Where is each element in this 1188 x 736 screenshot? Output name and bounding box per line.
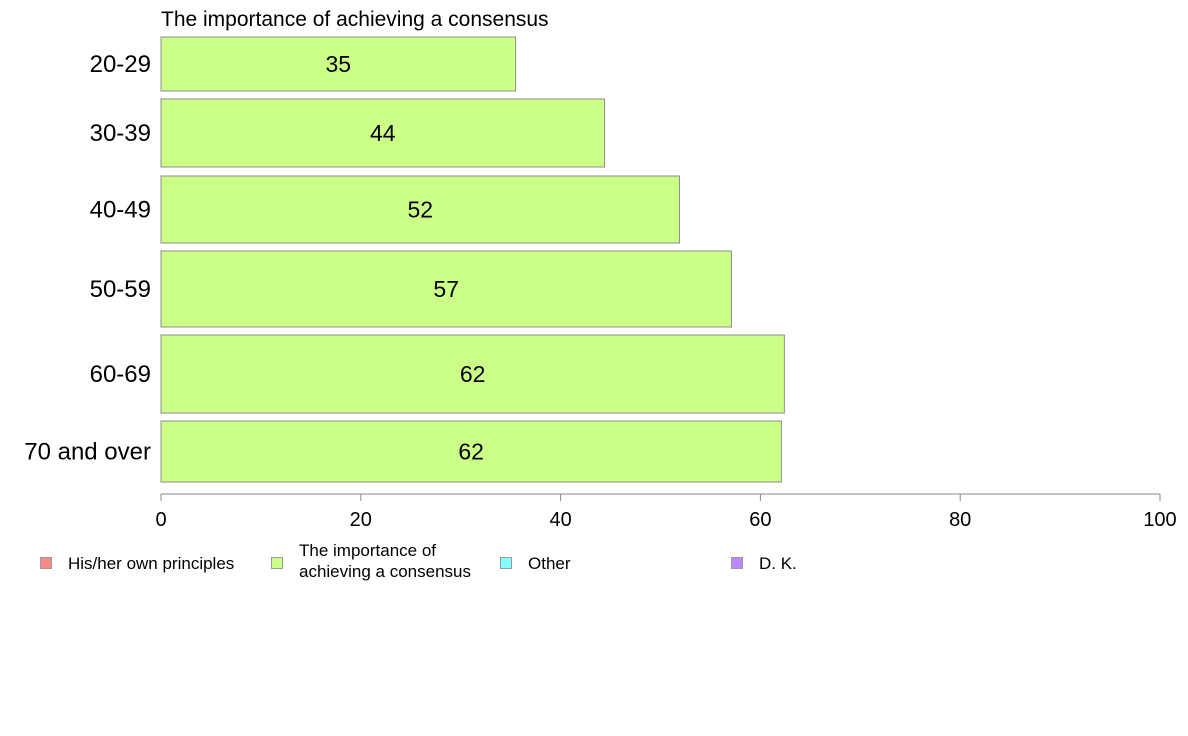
bar-chart: The importance of achieving a consensus … bbox=[24, 8, 1176, 531]
legend-label: The importance of achieving a consensus bbox=[299, 541, 472, 581]
category-label: 30-39 bbox=[90, 120, 151, 147]
category-label: 40-49 bbox=[90, 197, 151, 224]
bar-20-29 bbox=[160, 36, 517, 92]
category-label: 50-59 bbox=[90, 276, 151, 303]
x-tick-label: 60 bbox=[749, 509, 771, 531]
data-label: 62 bbox=[458, 439, 484, 465]
category-label: 70 and over bbox=[24, 439, 151, 466]
legend-swatch bbox=[500, 557, 512, 569]
bar-50-59 bbox=[160, 250, 732, 328]
data-label: 44 bbox=[370, 120, 396, 146]
legend-swatch bbox=[731, 557, 743, 569]
chart-legend: His/her own principles The importance of… bbox=[0, 540, 1188, 590]
bar-40-49 bbox=[160, 175, 680, 244]
legend-swatch bbox=[40, 557, 52, 569]
data-label: 62 bbox=[460, 361, 486, 387]
data-label: 57 bbox=[433, 276, 459, 302]
legend-item-own-principles: His/her own principles bbox=[40, 540, 234, 574]
x-tick-label: 40 bbox=[549, 509, 571, 531]
legend-item-other: Other bbox=[500, 540, 571, 574]
data-label: 35 bbox=[326, 51, 352, 77]
legend-swatch bbox=[271, 557, 283, 569]
x-tick-label: 0 bbox=[155, 509, 166, 531]
legend-label: His/her own principles bbox=[68, 554, 235, 573]
category-label: 20-29 bbox=[90, 51, 151, 78]
bar-30-39 bbox=[160, 98, 606, 168]
data-label: 52 bbox=[407, 197, 433, 223]
x-tick-label: 100 bbox=[1143, 509, 1176, 531]
legend-item-dk: D. K. bbox=[731, 540, 797, 574]
bar-60-69 bbox=[160, 334, 785, 414]
legend-label: D. K. bbox=[759, 554, 797, 573]
chart-title: The importance of achieving a consensus bbox=[161, 8, 549, 31]
category-label: 60-69 bbox=[90, 361, 151, 388]
x-tick-label: 20 bbox=[350, 509, 372, 531]
x-tick-label: 80 bbox=[949, 509, 971, 531]
legend-item-consensus: The importance of achieving a consensus bbox=[271, 540, 471, 582]
legend-label: Other bbox=[528, 554, 571, 573]
bar-70-and-over bbox=[160, 420, 782, 483]
